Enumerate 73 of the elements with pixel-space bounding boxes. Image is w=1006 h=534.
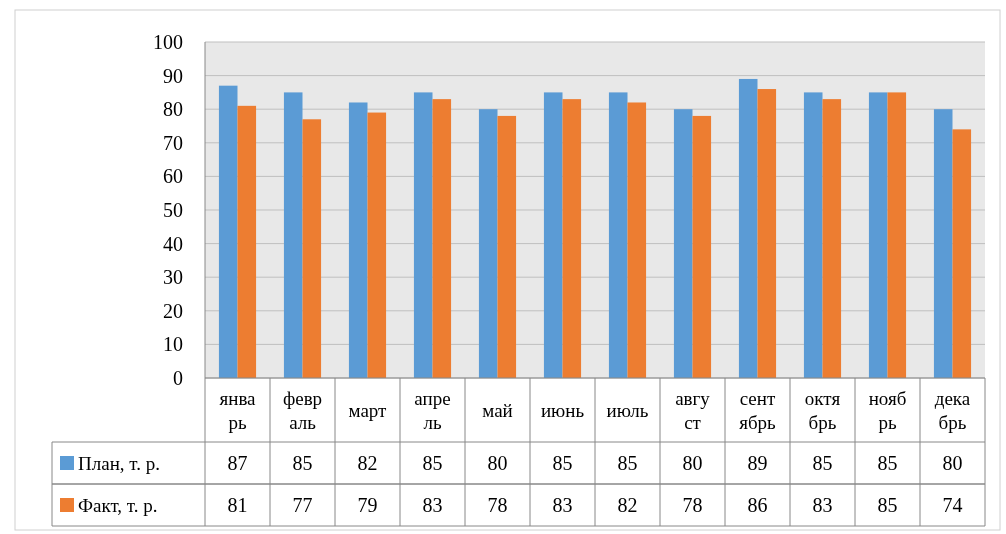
- bar: [952, 129, 972, 378]
- y-tick-label: 80: [163, 98, 183, 121]
- bar: [543, 92, 563, 378]
- bar: [348, 102, 368, 378]
- y-tick-label: 40: [163, 232, 183, 255]
- y-tick-label: 50: [163, 199, 183, 221]
- y-tick-label: 20: [163, 299, 183, 322]
- legend-label: Факт, т. р.: [78, 494, 158, 516]
- data-label: 83: [422, 494, 443, 516]
- data-label: 85: [877, 452, 898, 474]
- data-label: 80: [487, 452, 508, 474]
- bar: [218, 85, 238, 378]
- data-label: 85: [617, 452, 638, 474]
- data-label: 78: [487, 494, 508, 516]
- data-label: 80: [942, 452, 963, 474]
- data-label: 85: [552, 452, 573, 474]
- data-label: 85: [812, 452, 833, 474]
- bar: [413, 92, 433, 378]
- data-label: 83: [812, 494, 833, 516]
- data-label: 81: [227, 494, 248, 516]
- x-tick-label: апрель: [414, 387, 451, 433]
- bar: [887, 92, 907, 378]
- bar: [478, 109, 498, 378]
- bar: [302, 119, 322, 378]
- x-tick-label: сентябрь: [739, 387, 777, 433]
- y-tick-label: 90: [163, 64, 183, 87]
- bar: [673, 109, 693, 378]
- x-tick-label: ноябрь: [868, 387, 907, 433]
- bar: [738, 78, 758, 378]
- bar: [627, 102, 647, 378]
- y-tick-label: 10: [163, 333, 183, 356]
- bar: [283, 92, 303, 378]
- x-tick-label: май: [482, 399, 513, 421]
- data-label: 77: [292, 494, 313, 516]
- bar: [803, 92, 823, 378]
- y-tick-label: 60: [163, 165, 183, 188]
- data-label: 85: [292, 452, 313, 474]
- data-label: 83: [552, 494, 573, 516]
- data-label: 85: [877, 494, 898, 516]
- x-tick-label: август: [675, 387, 711, 433]
- bar: [562, 99, 582, 378]
- x-tick-label: октябрь: [804, 387, 841, 433]
- y-tick-label: 100: [153, 31, 183, 53]
- x-tick-label: январь: [219, 387, 257, 433]
- bar: [822, 99, 842, 378]
- bar: [497, 115, 517, 378]
- bar: [692, 115, 712, 378]
- x-tick-label: июнь: [540, 399, 585, 421]
- legend-label: План, т. р.: [78, 452, 160, 474]
- bar: [608, 92, 628, 378]
- x-tick-label: февраль: [282, 387, 323, 433]
- bar: [432, 99, 452, 378]
- bar: [933, 109, 953, 378]
- data-label: 87: [227, 452, 248, 474]
- data-label: 79: [357, 494, 378, 516]
- data-label: 74: [942, 494, 963, 516]
- bar: [367, 112, 387, 378]
- x-tick-label: декабрь: [934, 387, 971, 433]
- data-label: 86: [747, 494, 768, 516]
- data-label: 89: [747, 452, 768, 474]
- data-label: 82: [617, 494, 638, 516]
- y-tick-label: 30: [163, 266, 183, 289]
- bar: [237, 105, 257, 378]
- bar: [757, 89, 777, 378]
- x-tick-label: июль: [606, 399, 649, 421]
- data-label: 82: [357, 452, 378, 474]
- data-label: 78: [682, 494, 703, 516]
- y-tick-label: 0: [173, 367, 183, 389]
- data-label: 80: [682, 452, 703, 474]
- y-tick-label: 70: [163, 131, 183, 154]
- x-tick-label: март: [348, 399, 388, 421]
- bar: [868, 92, 888, 378]
- data-label: 85: [422, 452, 443, 474]
